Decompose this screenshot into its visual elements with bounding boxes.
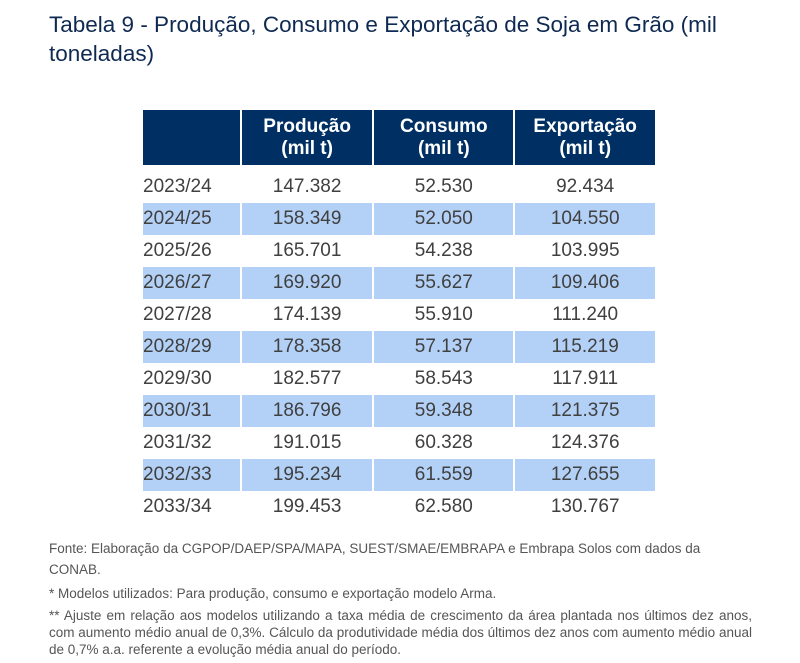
- header-empty: [143, 110, 241, 165]
- header-row: Produção (mil t) Consumo (mil t) Exportaçã…: [143, 110, 655, 165]
- cell-exportacao: 103.995: [550, 240, 620, 261]
- cell-producao: 182.577: [272, 368, 342, 389]
- cell-safra: 2029/30: [143, 368, 212, 389]
- header-exportacao-unit: (mil t): [559, 137, 612, 159]
- cell-consumo: 52.050: [372, 203, 515, 235]
- table-title: Tabela 9 - Produção, Consumo e Exportaçã…: [49, 12, 717, 66]
- cell-producao: 178.358: [239, 331, 374, 363]
- cell-consumo: 60.328: [414, 432, 473, 453]
- cell-exportacao: 127.655: [513, 459, 655, 491]
- header-consumo-unit: (mil t): [417, 137, 470, 159]
- cell-consumo: 52.530: [414, 176, 473, 197]
- cell-producao: 165.701: [272, 240, 342, 261]
- table-row: 2032/33 195.234 61.559 127.655: [143, 459, 655, 491]
- table-row: 2031/32 191.015 60.328 124.376: [143, 427, 655, 459]
- table-row: 2026/27 169.920 55.627 109.406: [143, 267, 655, 299]
- table-row: 2033/34 199.453 62.580 130.767: [143, 491, 655, 523]
- cell-safra: 2025/26: [143, 240, 212, 261]
- cell-safra: 2024/25: [143, 203, 241, 235]
- cell-producao: 147.382: [272, 176, 342, 197]
- cell-consumo: 57.137: [372, 331, 515, 363]
- table-row: 2023/24 147.382 52.530 92.434: [143, 171, 655, 203]
- cell-safra: 2031/32: [143, 432, 212, 453]
- header-exportacao: Exportação (mil t): [513, 110, 655, 165]
- cell-producao: 158.349: [239, 203, 374, 235]
- cell-producao: 186.796: [239, 395, 374, 427]
- cell-consumo: 55.627: [372, 267, 515, 299]
- cell-exportacao: 104.550: [513, 203, 655, 235]
- footnotes: Fonte: Elaboração da CGPOP/DAEP/SPA/MAPA…: [49, 538, 752, 662]
- cell-exportacao: 111.240: [552, 304, 619, 325]
- cell-safra: 2023/24: [143, 176, 212, 197]
- header-producao-label: Produção: [263, 115, 351, 137]
- source-note: Fonte: Elaboração da CGPOP/DAEP/SPA/MAPA…: [49, 541, 701, 577]
- cell-exportacao: 117.911: [552, 368, 619, 389]
- cell-consumo: 59.348: [372, 395, 515, 427]
- header-exportacao-label: Exportação: [533, 115, 637, 137]
- cell-consumo: 55.910: [414, 304, 473, 325]
- table-row: 2030/31 186.796 59.348 121.375: [143, 395, 655, 427]
- cell-safra: 2030/31: [143, 395, 241, 427]
- cell-exportacao: 124.376: [550, 432, 620, 453]
- cell-exportacao: 115.219: [513, 331, 655, 363]
- cell-consumo: 54.238: [414, 240, 473, 261]
- cell-consumo: 62.580: [414, 496, 473, 517]
- table-row: 2025/26 165.701 54.238 103.995: [143, 235, 655, 267]
- cell-exportacao: 130.767: [550, 496, 620, 517]
- cell-safra: 2032/33: [143, 459, 241, 491]
- cell-safra: 2026/27: [143, 267, 241, 299]
- cell-exportacao: 121.375: [513, 395, 655, 427]
- header-consumo: Consumo (mil t): [372, 110, 515, 165]
- cell-consumo: 58.543: [414, 368, 473, 389]
- cell-consumo: 61.559: [372, 459, 515, 491]
- cell-producao: 169.920: [239, 267, 374, 299]
- data-table: Produção (mil t) Consumo (mil t) Exportaçã…: [143, 110, 655, 523]
- cell-safra: 2027/28: [143, 304, 212, 325]
- header-producao-unit: (mil t): [281, 137, 333, 159]
- cell-safra: 2033/34: [143, 496, 212, 517]
- cell-exportacao: 92.434: [556, 176, 615, 197]
- table-row: 2029/30 182.577 58.543 117.911: [143, 363, 655, 395]
- cell-safra: 2028/29: [143, 331, 241, 363]
- cell-exportacao: 109.406: [513, 267, 655, 299]
- table-row: 2028/29 178.358 57.137 115.219: [143, 331, 655, 363]
- cell-producao: 199.453: [272, 496, 342, 517]
- header-consumo-label: Consumo: [400, 115, 488, 137]
- adjustment-note: ** Ajuste em relação aos modelos utiliza…: [49, 608, 752, 657]
- table-row: 2024/25 158.349 52.050 104.550: [143, 203, 655, 235]
- table-row: 2027/28 174.139 55.910 111.240: [143, 299, 655, 331]
- cell-producao: 195.234: [239, 459, 374, 491]
- header-producao: Produção (mil t): [239, 110, 374, 165]
- cell-producao: 191.015: [272, 432, 342, 453]
- models-note: * Modelos utilizados: Para produção, con…: [49, 586, 497, 601]
- cell-producao: 174.139: [272, 304, 342, 325]
